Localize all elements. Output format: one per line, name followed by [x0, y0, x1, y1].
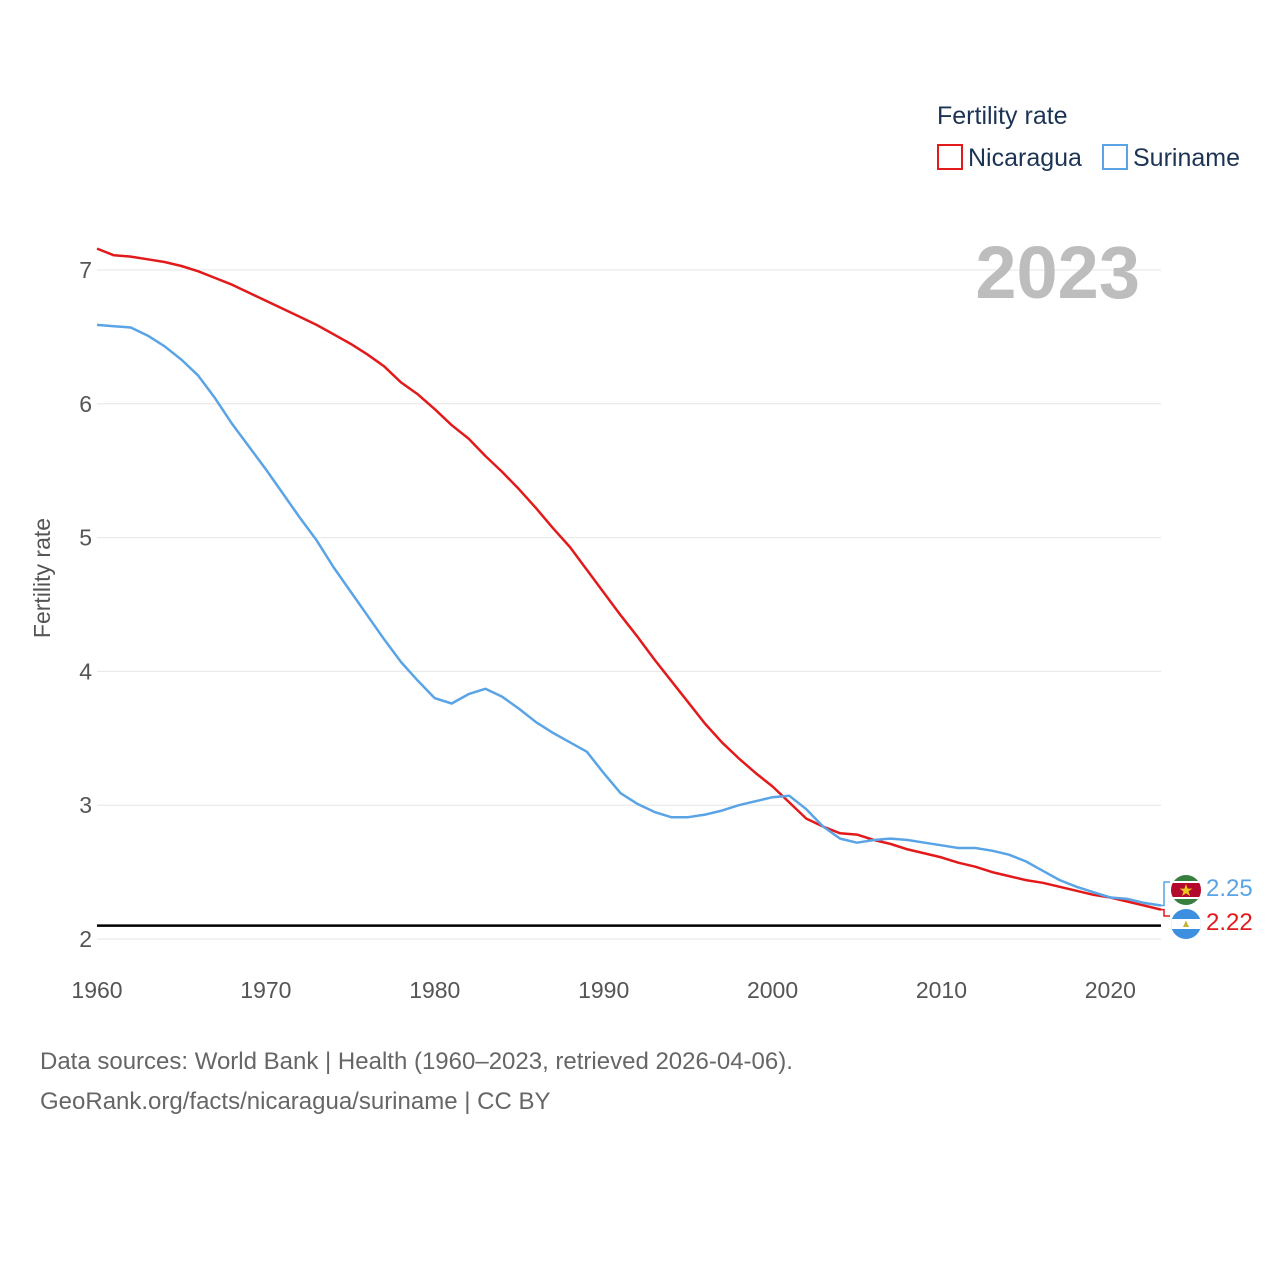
series-lines: [96, 247, 1162, 911]
legend-swatch-suriname[interactable]: [1102, 144, 1128, 170]
x-tick-label: 1960: [71, 977, 122, 1003]
end-value-nicaragua: 2.22: [1206, 909, 1253, 936]
x-axis-ticks: 1960 1970 1980 1990 2000 2010 2020: [71, 977, 1136, 1003]
y-axis-ticks: 2 3 4 5 6 7: [79, 257, 92, 952]
x-tick-label: 2020: [1085, 977, 1136, 1003]
legend-title: Fertility rate: [937, 102, 1068, 130]
x-tick-label: 2010: [916, 977, 967, 1003]
x-tick-label: 1970: [240, 977, 291, 1003]
y-axis-label: Fertility rate: [29, 518, 55, 638]
y-tick-label: 3: [79, 792, 92, 818]
series-line-suriname[interactable]: [96, 323, 1162, 907]
x-tick-label: 1990: [578, 977, 629, 1003]
nicaragua-flag-icon: [1171, 909, 1201, 939]
legend-swatch-nicaragua[interactable]: [937, 144, 963, 170]
end-connector-nicaragua: [1161, 908, 1170, 917]
x-tick-label: 2000: [747, 977, 798, 1003]
source-line-2[interactable]: GeoRank.org/facts/nicaragua/suriname | C…: [40, 1088, 551, 1115]
series-line-nicaragua[interactable]: [96, 247, 1162, 911]
suriname-flag-icon: [1171, 875, 1201, 905]
end-connector-suriname: [1161, 881, 1170, 907]
y-tick-label: 5: [79, 525, 92, 551]
y-tick-label: 7: [79, 257, 92, 283]
end-value-suriname: 2.25: [1206, 875, 1253, 902]
source-line-1: Data sources: World Bank | Health (1960–…: [40, 1048, 793, 1075]
end-labels: 2.22 2.25: [1161, 875, 1253, 936]
source-note: Data sources: World Bank | Health (1960–…: [40, 1042, 793, 1122]
grid-lines: [97, 269, 1161, 940]
y-tick-label: 4: [79, 658, 92, 684]
legend-label-suriname[interactable]: Suriname: [1133, 144, 1240, 172]
y-tick-label: 2: [79, 926, 92, 952]
y-tick-label: 6: [79, 391, 92, 417]
year-label: 2023: [975, 231, 1140, 314]
legend-label-nicaragua[interactable]: Nicaragua: [968, 144, 1082, 172]
x-tick-label: 1980: [409, 977, 460, 1003]
